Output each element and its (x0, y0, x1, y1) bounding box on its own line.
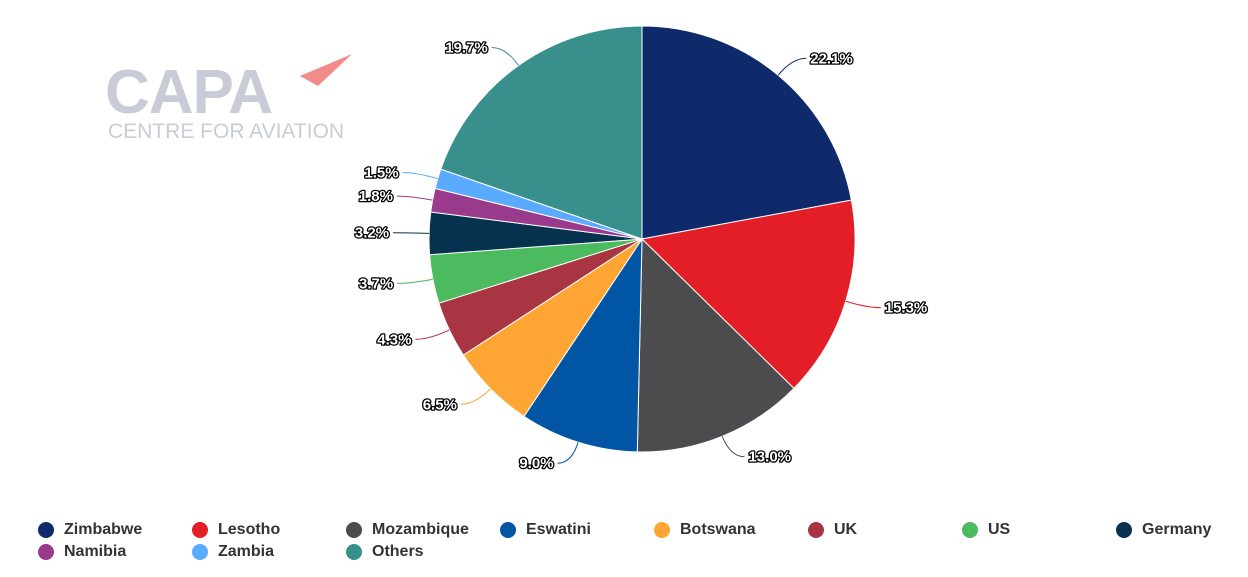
legend-item-us[interactable]: US (962, 520, 1116, 540)
pie-data-labels: 22.1% 15.3% 13.0% 9.0% 6.5% 4.3% 3.7% 3.2% 1.8% 1… (354, 38, 929, 473)
legend-item-eswatini[interactable]: Eswatini (500, 520, 654, 540)
legend-swatch-icon (192, 522, 208, 538)
legend-swatch-icon (192, 544, 208, 560)
leader-line-zimbabwe (777, 57, 807, 76)
legend-label: Zimbabwe (64, 521, 143, 538)
leader-line-eswatini (557, 442, 579, 464)
data-label-zimbabwe: 22.1% (810, 50, 853, 67)
data-label-namibia: 1.8% (359, 188, 393, 205)
leader-line-us (397, 278, 433, 284)
data-label-zambia: 1.5% (364, 164, 398, 181)
leader-line-germany (393, 232, 430, 234)
data-label-uk: 4.3% (377, 331, 411, 348)
legend-item-namibia[interactable]: Namibia (38, 542, 192, 562)
legend-label: UK (834, 521, 858, 538)
legend-swatch-icon (808, 522, 824, 538)
watermark-subtitle: CENTRE FOR AVIATION (108, 120, 344, 143)
legend-swatch-icon (38, 544, 54, 560)
legend-swatch-icon (38, 522, 54, 538)
pie-leader-lines (393, 47, 881, 464)
leader-line-others (491, 47, 519, 66)
data-label-lesotho: 15.3% (885, 300, 928, 317)
leader-line-mozambique (721, 436, 745, 458)
plane-swoosh-icon (300, 54, 352, 86)
legend-label: Zambia (218, 543, 275, 560)
legend-swatch-icon (962, 522, 978, 538)
legend-item-zimbabwe[interactable]: Zimbabwe (38, 520, 192, 540)
data-label-eswatini: 9.0% (519, 455, 553, 472)
watermark-brand: CAPA (105, 58, 272, 127)
legend-swatch-icon (654, 522, 670, 538)
legend-label: Germany (1142, 521, 1212, 538)
legend-swatch-icon (500, 522, 516, 538)
legend-swatch-icon (1116, 522, 1132, 538)
legend-label: Mozambique (372, 521, 469, 538)
legend-item-zambia[interactable]: Zambia (192, 542, 346, 562)
legend-item-uk[interactable]: UK (808, 520, 962, 540)
legend-label: Lesotho (218, 521, 281, 538)
legend-item-germany[interactable]: Germany (1116, 520, 1248, 540)
legend-label: US (988, 521, 1011, 538)
legend-item-lesotho[interactable]: Lesotho (192, 520, 346, 540)
legend-swatch-icon (346, 544, 362, 560)
data-label-others: 19.7% (445, 40, 488, 57)
leader-line-uk (415, 329, 450, 340)
legend-item-others[interactable]: Others (346, 542, 500, 562)
pie-slices (428, 25, 856, 453)
leader-line-zambia (402, 171, 438, 180)
capa-watermark: CAPA CENTRE FOR AVIATION (105, 54, 352, 143)
leader-line-botswana (460, 388, 491, 405)
legend-label: Botswana (680, 521, 756, 538)
data-label-mozambique: 13.0% (748, 449, 791, 466)
leader-line-namibia (396, 195, 433, 201)
data-label-germany: 3.2% (355, 225, 389, 242)
leader-line-lesotho (845, 300, 881, 309)
legend-swatch-icon (346, 522, 362, 538)
data-label-us: 3.7% (359, 275, 393, 292)
legend-label: Namibia (64, 543, 127, 560)
pie-slice-zimbabwe[interactable] (641, 25, 853, 240)
data-label-botswana: 6.5% (423, 396, 457, 413)
legend-label: Others (372, 543, 424, 560)
legend-label: Eswatini (526, 521, 591, 538)
legend-item-mozambique[interactable]: Mozambique (346, 520, 500, 540)
legend-item-botswana[interactable]: Botswana (654, 520, 808, 540)
pie-slice-mozambique[interactable] (636, 237, 795, 453)
pie-slice-others[interactable] (440, 25, 643, 240)
legend: Zimbabwe Lesotho Mozambique Eswatini Botswan… (38, 520, 1238, 562)
pie-slice-lesotho[interactable] (640, 199, 856, 390)
